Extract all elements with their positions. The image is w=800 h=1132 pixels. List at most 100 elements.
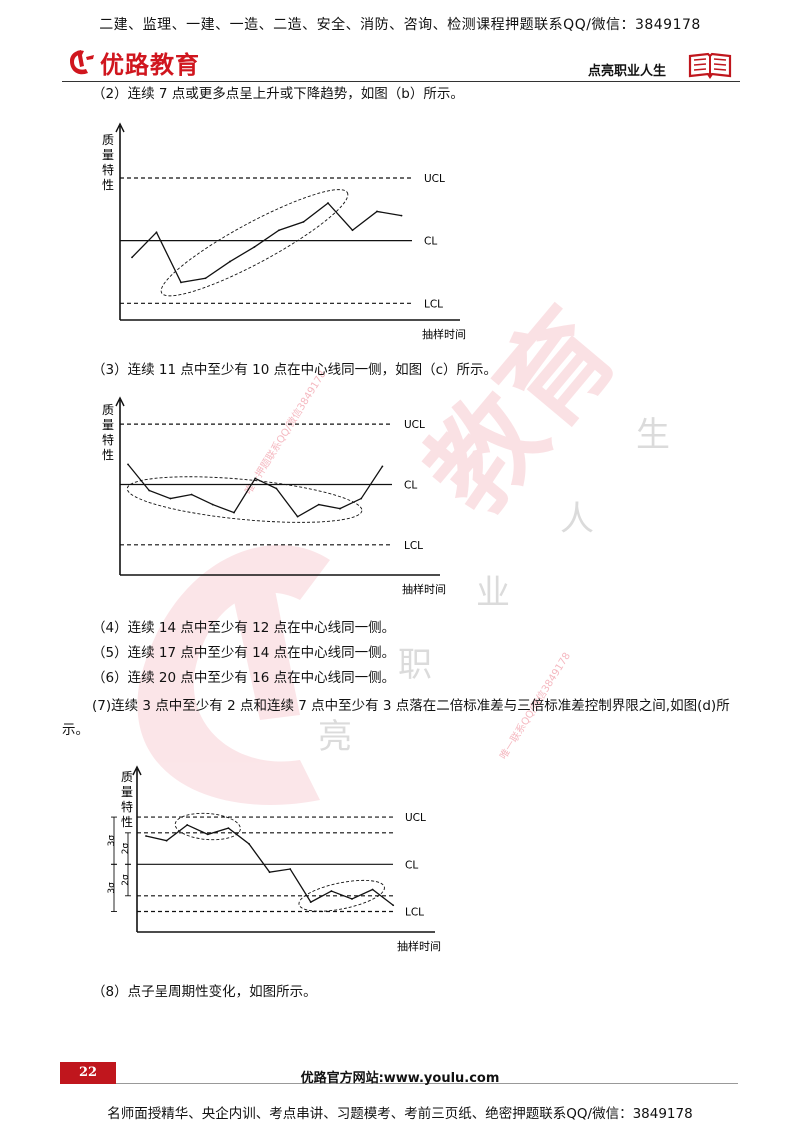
data-point — [253, 246, 256, 248]
watermark-char: 生 — [636, 415, 670, 455]
data-point — [381, 465, 384, 468]
data-point — [327, 202, 329, 204]
data-point — [317, 503, 320, 506]
watermark-char: 人 — [560, 499, 594, 539]
data-point — [145, 835, 147, 837]
y-axis-label-char: 质 — [102, 403, 114, 417]
sigma-label: 2σ — [121, 874, 131, 886]
data-point — [180, 281, 182, 284]
data-point — [278, 229, 280, 232]
paragraph-5: （5）连续 17 点中至少有 14 点在中心线同一侧。 — [92, 645, 396, 661]
logo-mark-icon — [70, 50, 94, 75]
data-point — [248, 842, 250, 845]
sigma-label: 2σ — [121, 843, 131, 855]
x-axis-label: 抽样时间 — [397, 939, 441, 953]
y-axis-arrow — [115, 396, 125, 407]
paragraph-3: （3）连续 11 点中至少有 10 点在中心线同一侧，如图（c）所示。 — [92, 362, 498, 378]
data-point — [233, 511, 235, 514]
page-number: 22 — [60, 1062, 116, 1084]
y-axis-label-char: 特 — [121, 799, 133, 814]
data-point — [330, 890, 333, 892]
data-point — [165, 839, 168, 842]
data-series-line — [339, 466, 383, 510]
data-point — [400, 214, 403, 217]
y-axis-label-char: 性 — [102, 448, 114, 462]
limit-label-lcl: LCL — [405, 907, 424, 919]
book-icon — [688, 52, 732, 79]
data-series-line — [145, 824, 394, 906]
data-point — [376, 210, 378, 213]
y-axis-label-char: 量 — [102, 148, 114, 162]
data-point — [127, 463, 129, 466]
y-axis-label-char: 量 — [102, 418, 114, 432]
x-axis-label: 抽样时间 — [402, 582, 446, 596]
y-axis-label-char: 性 — [102, 178, 114, 192]
logo-text: 优路教育 — [100, 50, 200, 79]
limit-label-cl: CL — [424, 236, 437, 248]
limit-label-ucl: UCL — [404, 419, 425, 431]
limit-label-ucl: UCL — [405, 812, 426, 824]
sigma-label: 3σ — [107, 835, 117, 847]
limit-label-cl: CL — [404, 479, 417, 491]
annotation-ellipse — [160, 189, 349, 297]
header-banner: 二建、监理、一建、一造、二造、安全、消防、咨询、检测课程押题联系QQ/微信：38… — [99, 17, 701, 33]
data-point — [296, 515, 299, 518]
paragraph-8: （8）点子呈周期性变化，如图所示。 — [92, 984, 317, 1000]
data-point — [339, 507, 341, 510]
footer-website: 优路官方网站:www.youlu.com — [300, 1071, 500, 1086]
data-point — [371, 888, 374, 891]
watermark-char: 业 — [476, 573, 510, 613]
data-point — [275, 487, 278, 490]
y-axis-arrow — [115, 122, 125, 133]
data-point — [302, 220, 305, 223]
limit-label-cl: CL — [405, 859, 418, 871]
watermark-char: 职 — [398, 645, 432, 685]
footer-divider — [116, 1083, 738, 1084]
data-series-line — [131, 202, 402, 284]
data-point — [309, 901, 312, 903]
x-axis-label: 抽样时间 — [422, 327, 466, 341]
y-axis-label-char: 质 — [102, 133, 114, 147]
limit-label-lcl: LCL — [424, 298, 443, 310]
data-point — [206, 833, 209, 836]
y-axis-label-char: 量 — [121, 785, 133, 799]
data-point — [351, 898, 353, 900]
data-point — [254, 477, 257, 480]
paragraph-6: （6）连续 20 点中至少有 16 点在中心线同一侧。 — [92, 670, 396, 686]
limit-label-lcl: LCL — [404, 540, 423, 552]
paragraph-2: （2）连续 7 点或更多点呈上升或下降趋势，如图（b）所示。 — [92, 86, 464, 102]
data-point — [229, 260, 231, 263]
data-point — [211, 503, 214, 506]
data-point — [155, 231, 158, 234]
data-point — [148, 489, 151, 492]
data-point — [392, 904, 395, 907]
header-divider — [62, 81, 740, 82]
annotation-ellipse — [298, 879, 385, 912]
y-axis-arrow — [132, 765, 142, 776]
data-point — [227, 827, 230, 829]
data-series-line — [127, 463, 341, 518]
limit-label-ucl: UCL — [424, 173, 445, 185]
data-point — [169, 497, 172, 500]
annotation-ellipse — [126, 476, 363, 523]
data-point — [268, 871, 271, 874]
data-point — [190, 493, 193, 496]
sigma-label: 3σ — [107, 882, 117, 894]
data-point — [186, 824, 189, 826]
footer-banner: 名师面授精华、央企内训、考点串讲、习题模考、考前三页纸、绝密押题联系QQ/微信：… — [107, 1106, 693, 1122]
logo: 优路教育 — [66, 46, 200, 79]
data-point — [289, 868, 292, 870]
data-point — [131, 256, 133, 259]
y-axis-label-char: 质 — [121, 770, 133, 784]
data-point — [351, 229, 354, 232]
data-point — [204, 277, 207, 280]
y-axis-label-char: 特 — [102, 432, 114, 447]
header-slogan: 点亮职业人生 — [588, 64, 667, 79]
y-axis-label-char: 性 — [121, 815, 133, 829]
paragraph-7: (7)连续 3 点中至少有 2 点和连续 7 点中至少有 3 点落在二倍标准差与… — [62, 698, 730, 738]
paragraph-4: （4）连续 14 点中至少有 12 点在中心线同一侧。 — [92, 620, 396, 636]
data-point — [360, 497, 363, 500]
